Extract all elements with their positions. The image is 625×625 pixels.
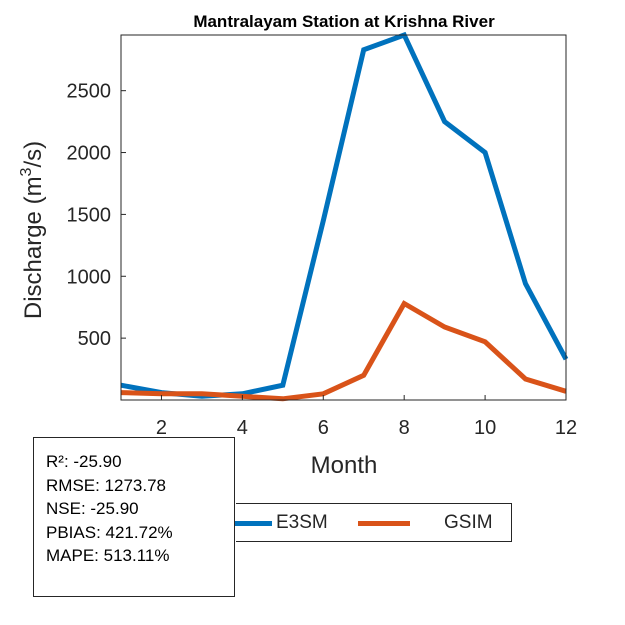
y-axis-label-tail: /s) (20, 141, 47, 168)
stat-r2: R²: -25.90 (46, 452, 122, 471)
y-tick-label: 2500 (67, 81, 112, 103)
y-axis-label-sup: 3 (18, 167, 35, 176)
legend-label-gsim: GSIM (444, 512, 493, 533)
stat-rmse: RMSE: 1273.78 (46, 475, 167, 495)
y-tick-label: 1000 (67, 266, 112, 288)
y-axis-label: Discharge (m3/s) (18, 141, 47, 319)
chart-title: Mantralayam Station at Krishna River (193, 12, 495, 31)
plot-frame (120, 34, 567, 401)
legend-swatch-gsim (358, 521, 410, 526)
stats-box: R²: -25.90 RMSE: 1273.78 NSE: -25.90 PBI… (33, 437, 235, 597)
stat-nse: NSE: -25.90 (46, 499, 139, 518)
legend: E3SM GSIM (220, 503, 512, 542)
stat-mape: MAPE: 513.11% (46, 546, 170, 565)
x-axis-label: Month (311, 452, 378, 479)
y-tick-label: 500 (78, 328, 111, 350)
x-tick-label: 10 (474, 417, 496, 439)
axis-layer: 2 4 6 8 10 12 500 1000 1500 2000 2500 (67, 81, 578, 439)
legend-label-e3sm: E3SM (276, 512, 328, 533)
x-tick-label: 2 (156, 417, 167, 439)
y-tick-label: 1500 (67, 204, 112, 226)
y-axis-label-main: Discharge (m (20, 176, 47, 319)
x-tick-label: 12 (555, 417, 577, 439)
series-line-gsim (120, 300, 567, 402)
plot-area (121, 35, 566, 400)
stat-pbias: PBIAS: 421.72% (46, 522, 173, 542)
y-tick-label: 2000 (67, 143, 112, 165)
legend-swatch-e3sm (220, 521, 272, 526)
x-tick-label: 4 (237, 417, 248, 439)
series-layer (120, 31, 569, 402)
x-tick-label: 6 (318, 417, 329, 439)
x-tick-label: 8 (399, 417, 410, 439)
